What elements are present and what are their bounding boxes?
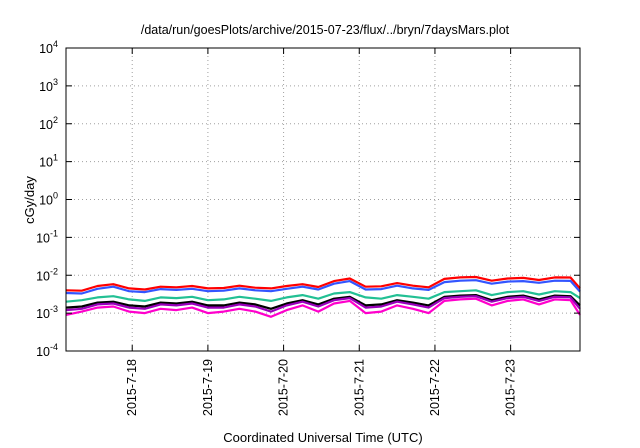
y-tick-label: 104 bbox=[39, 39, 58, 56]
y-tick-label: 103 bbox=[39, 77, 58, 94]
data-series bbox=[65, 275, 581, 318]
y-tick-label: 10-1 bbox=[36, 228, 58, 245]
x-tick-label: 2015-7-19 bbox=[201, 359, 215, 416]
y-tick-label: 101 bbox=[39, 153, 58, 170]
chart-title: /data/run/goesPlots/archive/2015-07-23/f… bbox=[141, 23, 510, 37]
series-line-6 bbox=[65, 297, 581, 318]
series-line-2 bbox=[65, 279, 581, 295]
x-tick-label: 2015-7-20 bbox=[277, 359, 291, 416]
y-tick-label: 10-2 bbox=[36, 266, 58, 283]
y-tick-label: 102 bbox=[39, 115, 58, 132]
series-line-5 bbox=[65, 295, 581, 313]
x-axis-label: Coordinated Universal Time (UTC) bbox=[223, 430, 422, 445]
x-tick-label: 2015-7-21 bbox=[352, 359, 366, 416]
y-axis: 10-4 10-3 10-2 10-1 100 101 102 103 104 bbox=[36, 39, 580, 359]
y-tick-label: 10-3 bbox=[36, 304, 58, 321]
x-tick-label: 2015-7-22 bbox=[428, 359, 442, 416]
series-line-4 bbox=[65, 294, 581, 310]
x-tick-label: 2015-7-23 bbox=[504, 359, 518, 416]
series-line-3 bbox=[65, 289, 581, 303]
x-tick-label: 2015-7-18 bbox=[125, 359, 139, 416]
y-axis-label: cGy/day bbox=[22, 176, 37, 224]
series-line-1 bbox=[65, 275, 581, 292]
x-axis: 2015-7-18 2015-7-19 2015-7-20 2015-7-21 2015… bbox=[125, 48, 518, 416]
y-tick-label: 100 bbox=[39, 191, 58, 208]
y-tick-label: 10-4 bbox=[36, 342, 58, 359]
